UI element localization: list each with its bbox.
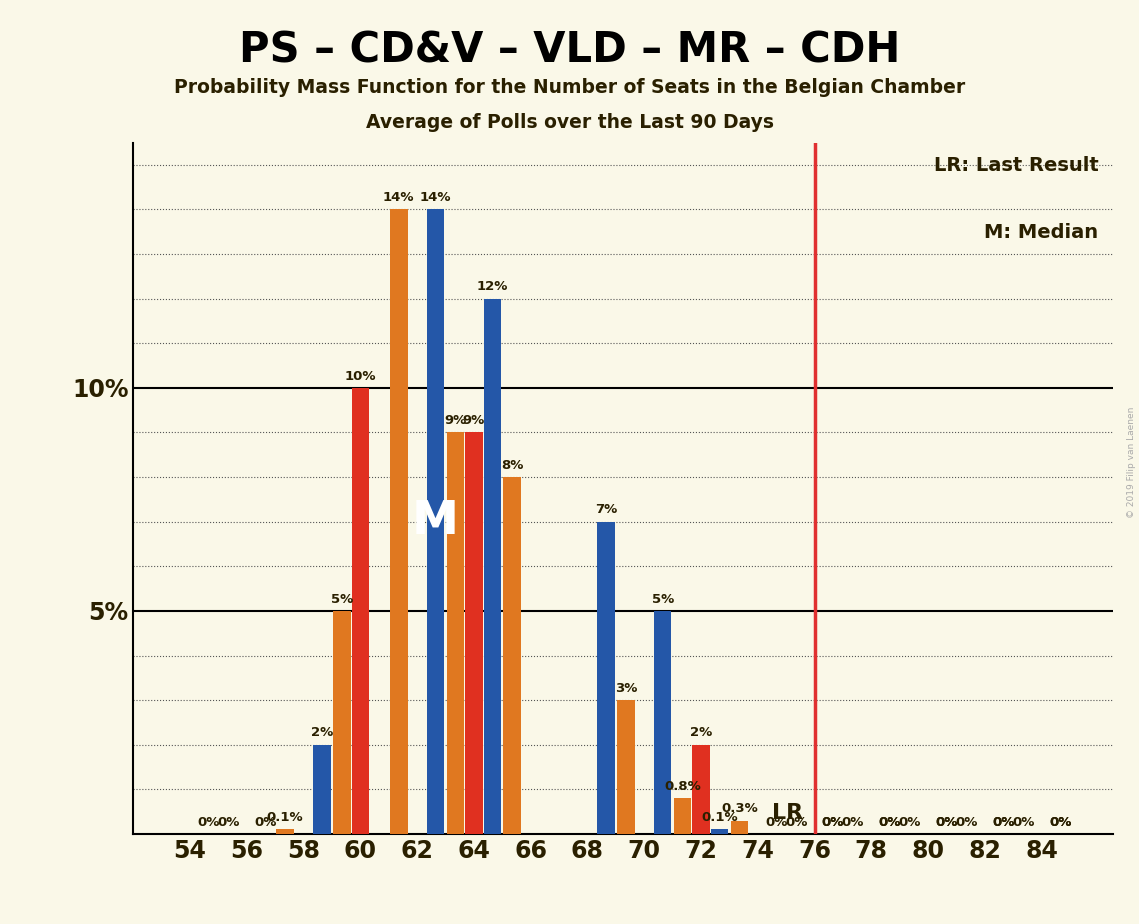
Text: LR: LR [772, 803, 803, 822]
Text: M: Median: M: Median [984, 223, 1098, 242]
Text: 0%: 0% [1013, 816, 1034, 829]
Bar [484, 298, 501, 834]
Text: 0%: 0% [197, 816, 220, 829]
Bar [465, 432, 483, 834]
Bar [352, 388, 369, 834]
Bar [446, 432, 465, 834]
Text: Average of Polls over the Last 90 Days: Average of Polls over the Last 90 Days [366, 113, 773, 132]
Text: 0.1%: 0.1% [267, 811, 303, 824]
Bar [427, 210, 444, 834]
Text: 0%: 0% [878, 816, 901, 829]
Bar [503, 477, 521, 834]
Text: 0%: 0% [899, 816, 920, 829]
Text: LR: Last Result: LR: Last Result [934, 156, 1098, 175]
Text: 14%: 14% [383, 191, 415, 204]
Text: 0%: 0% [992, 816, 1015, 829]
Text: © 2019 Filip van Laenen: © 2019 Filip van Laenen [1126, 407, 1136, 517]
Text: 0%: 0% [822, 816, 844, 829]
Text: 0%: 0% [992, 816, 1015, 829]
Text: 10%: 10% [345, 370, 376, 383]
Text: 0%: 0% [1049, 816, 1072, 829]
Text: 0.3%: 0.3% [721, 802, 757, 815]
Text: 0.8%: 0.8% [664, 780, 700, 793]
Text: 0%: 0% [956, 816, 977, 829]
Bar [597, 522, 615, 834]
Text: 3%: 3% [615, 682, 637, 695]
Text: 0%: 0% [765, 816, 787, 829]
Text: 2%: 2% [690, 726, 712, 739]
Bar [674, 798, 691, 834]
Text: 0%: 0% [822, 816, 844, 829]
Text: 5%: 5% [652, 592, 674, 605]
Bar [277, 830, 294, 834]
Text: 0%: 0% [935, 816, 958, 829]
Text: 14%: 14% [420, 191, 451, 204]
Text: 0.1%: 0.1% [702, 811, 738, 824]
Bar [333, 611, 351, 834]
Text: 0%: 0% [218, 816, 239, 829]
Text: PS – CD&V – VLD – MR – CDH: PS – CD&V – VLD – MR – CDH [239, 30, 900, 71]
Bar [693, 745, 710, 834]
Text: 12%: 12% [477, 280, 508, 293]
Text: Probability Mass Function for the Number of Seats in the Belgian Chamber: Probability Mass Function for the Number… [174, 78, 965, 97]
Text: 7%: 7% [595, 504, 617, 517]
Text: 8%: 8% [501, 458, 524, 472]
Bar [390, 210, 408, 834]
Text: 5%: 5% [330, 592, 353, 605]
Bar [711, 830, 728, 834]
Bar [617, 700, 634, 834]
Bar [654, 611, 672, 834]
Text: 0%: 0% [878, 816, 901, 829]
Text: 2%: 2% [311, 726, 334, 739]
Text: 0%: 0% [785, 816, 808, 829]
Bar [730, 821, 748, 834]
Text: M: M [412, 499, 459, 544]
Text: 9%: 9% [444, 414, 467, 427]
Text: 0%: 0% [1049, 816, 1072, 829]
Text: 0%: 0% [935, 816, 958, 829]
Text: 0%: 0% [254, 816, 277, 829]
Text: 9%: 9% [462, 414, 485, 427]
Text: 0%: 0% [842, 816, 865, 829]
Bar [313, 745, 330, 834]
